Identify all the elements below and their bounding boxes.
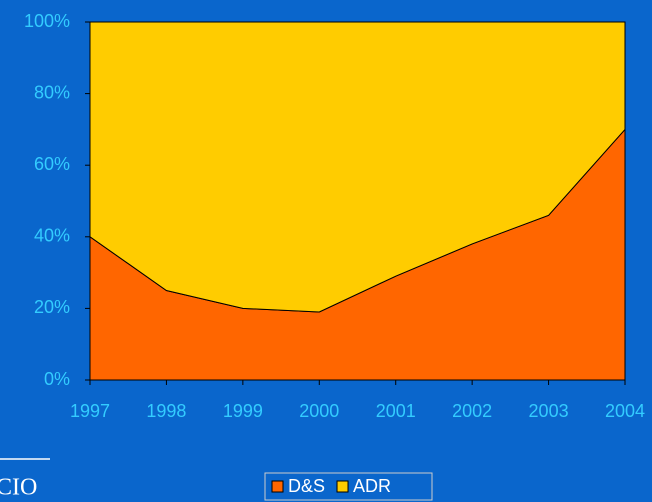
y-tick-label: 80%: [34, 82, 70, 102]
y-tick-label: 60%: [34, 154, 70, 174]
y-tick-label: 0%: [44, 369, 70, 389]
x-tick-label: 2000: [299, 401, 339, 421]
y-tick-label: 40%: [34, 226, 70, 246]
x-tick-label: 1997: [70, 401, 110, 421]
x-tick-label: 1999: [223, 401, 263, 421]
x-tick-label: 2002: [452, 401, 492, 421]
x-tick-label: 2004: [605, 401, 645, 421]
y-tick-label: 20%: [34, 297, 70, 317]
legend-swatch: [271, 480, 284, 493]
legend-swatch: [336, 480, 349, 493]
x-tick-label: 2001: [376, 401, 416, 421]
plot-border: [89, 21, 626, 381]
x-tick-label: 1998: [146, 401, 186, 421]
x-tick-label: 2003: [529, 401, 569, 421]
legend-label: ADR: [353, 476, 391, 496]
y-tick-label: 100%: [24, 11, 70, 31]
footer-text: CIO: [0, 475, 37, 501]
legend-label: D&S: [288, 476, 325, 496]
